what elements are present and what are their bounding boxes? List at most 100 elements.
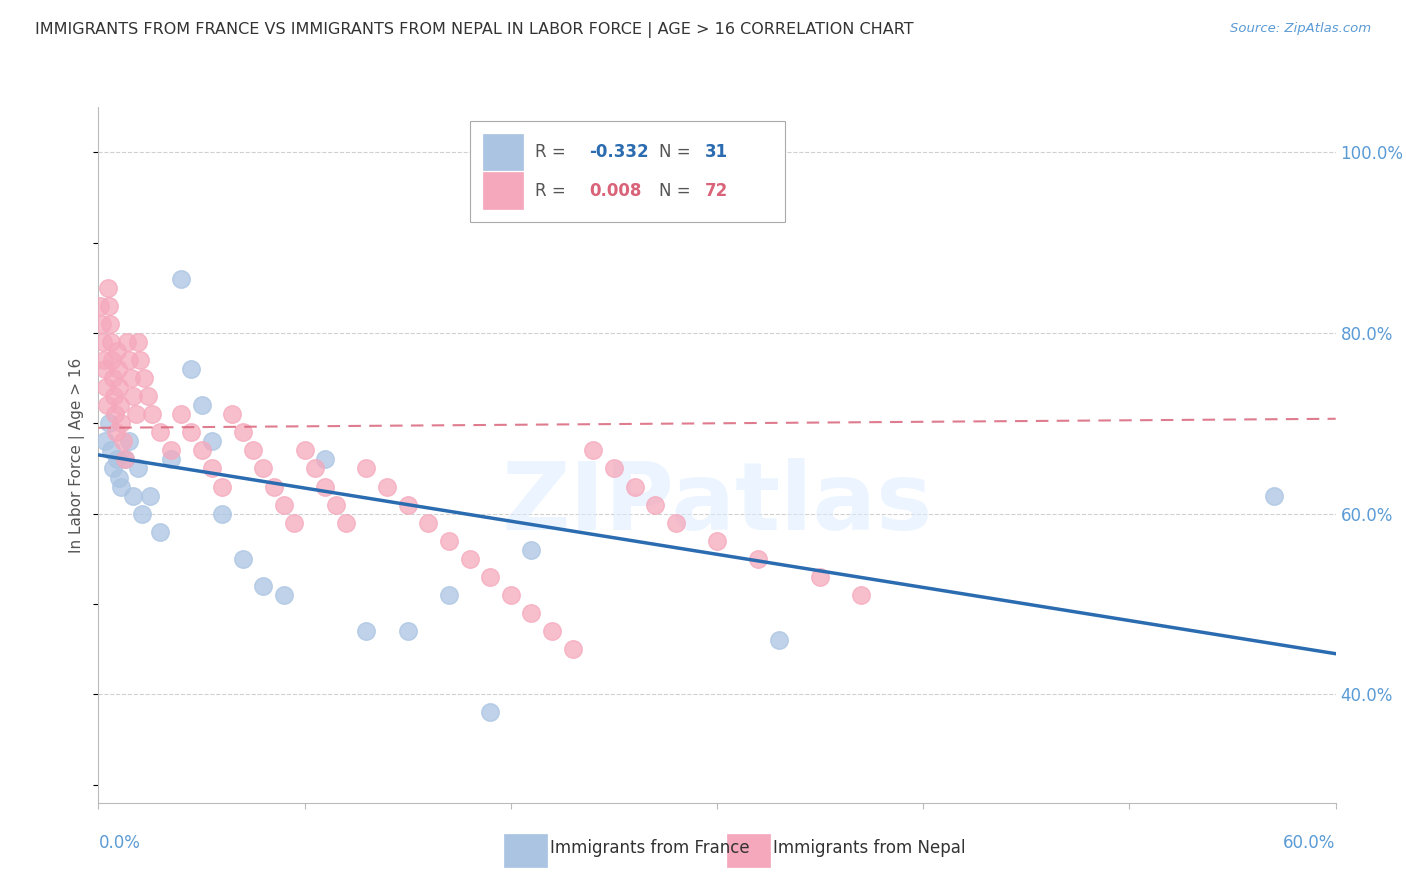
Point [180,362,202,376]
Text: -0.332: -0.332 [589,144,650,161]
Point [190,443,212,458]
FancyBboxPatch shape [505,834,547,867]
Point [100,443,122,458]
Point [418,516,440,530]
Point [122,389,145,403]
Point [808,570,831,584]
Point [112,434,135,449]
Point [105,452,128,467]
Point [851,588,873,602]
Point [141,407,163,421]
Point [706,533,728,548]
Point [396,498,419,512]
Point [94,380,117,394]
Text: R =: R = [536,182,571,200]
Text: N =: N = [659,144,696,161]
Point [117,334,139,349]
Text: N =: N = [659,182,696,200]
Point [110,417,132,431]
Point [122,489,145,503]
Point [768,633,790,648]
Point [98,317,121,331]
Point [623,479,645,493]
Point [242,443,264,458]
Point [93,362,115,376]
Point [273,588,295,602]
Text: 72: 72 [704,182,728,200]
Point [118,434,141,449]
Y-axis label: In Labor Force | Age > 16: In Labor Force | Age > 16 [69,358,86,552]
Point [603,461,626,475]
Point [118,353,141,368]
Point [170,271,193,285]
Point [105,344,128,359]
Point [541,624,564,639]
Point [131,507,153,521]
Text: IMMIGRANTS FROM FRANCE VS IMMIGRANTS FROM NEPAL IN LABOR FORCE | AGE > 16 CORREL: IMMIGRANTS FROM FRANCE VS IMMIGRANTS FRO… [35,22,914,38]
Point [124,407,146,421]
Text: Source: ZipAtlas.com: Source: ZipAtlas.com [1230,22,1371,36]
Point [97,299,120,313]
Point [101,353,124,368]
Point [149,425,172,440]
Text: 0.0%: 0.0% [98,834,141,853]
Point [180,425,202,440]
Point [283,516,305,530]
Point [128,353,150,368]
Text: ZIPatlas: ZIPatlas [502,458,932,549]
Point [232,425,254,440]
FancyBboxPatch shape [470,121,785,222]
Point [159,443,181,458]
Point [458,551,481,566]
Point [314,479,336,493]
Text: 0.008: 0.008 [589,182,643,200]
Point [644,498,666,512]
Point [356,624,378,639]
Point [375,479,398,493]
Point [252,461,274,475]
Text: Immigrants from France: Immigrants from France [550,839,749,857]
Point [93,353,115,368]
Point [149,524,172,539]
Point [190,398,212,412]
Point [90,317,112,331]
Point [127,461,149,475]
FancyBboxPatch shape [727,834,770,867]
Point [89,299,111,313]
Point [304,461,326,475]
Point [91,334,114,349]
Text: 31: 31 [704,144,728,161]
Point [479,706,502,720]
Point [561,642,583,657]
Point [93,434,115,449]
Point [263,479,285,493]
Point [104,425,127,440]
Point [499,588,522,602]
Point [520,606,543,620]
Point [314,452,336,467]
Point [582,443,605,458]
Point [211,507,233,521]
FancyBboxPatch shape [484,134,523,170]
Point [437,588,460,602]
Point [396,624,419,639]
Point [520,542,543,557]
Point [437,533,460,548]
Point [252,579,274,593]
Point [103,389,125,403]
Point [294,443,316,458]
Point [120,371,142,385]
Point [211,479,233,493]
Text: R =: R = [536,144,571,161]
Point [325,498,347,512]
Point [97,281,120,295]
FancyBboxPatch shape [484,172,523,209]
Point [1263,489,1285,503]
Point [96,398,118,412]
Point [114,452,136,467]
Text: Immigrants from Nepal: Immigrants from Nepal [773,839,966,857]
Point [201,434,224,449]
Point [747,551,769,566]
Point [100,334,122,349]
Point [356,461,378,475]
